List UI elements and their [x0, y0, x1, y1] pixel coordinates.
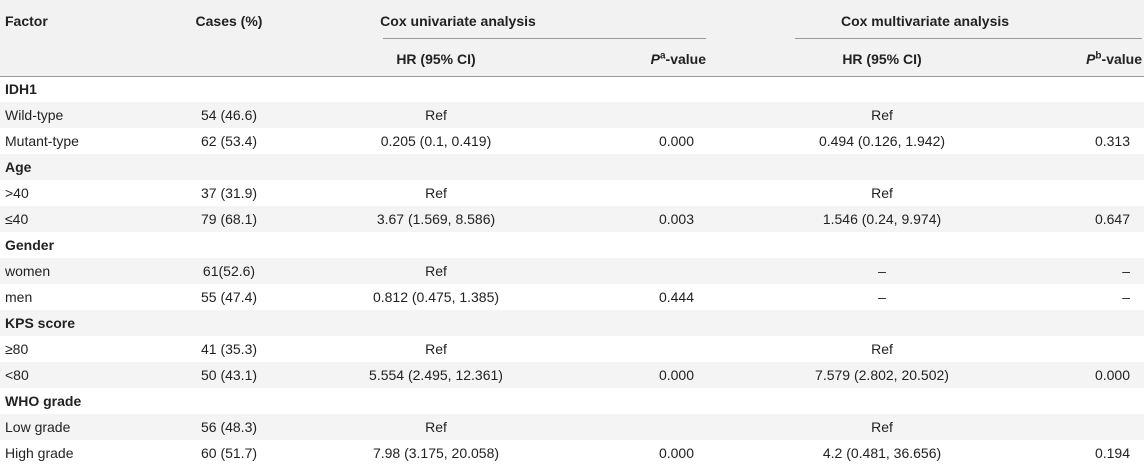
univariate-header-rule: [383, 38, 706, 39]
cell-cases: 50 (43.1): [200, 367, 258, 383]
cell-factor: Mutant-type: [5, 133, 79, 149]
cell-multi-hr: 4.2 (0.481, 36.656): [822, 445, 942, 461]
cell-uni-hr: 0.812 (0.475, 1.385): [372, 289, 500, 305]
table-row: [0, 180, 1144, 206]
cell-cases: 79 (68.1): [200, 211, 258, 227]
cell-uni-hr: Ref: [425, 341, 447, 357]
cell-multi-hr: Ref: [871, 185, 893, 201]
cell-multi-p: 0.313: [1094, 133, 1130, 149]
group-row: [0, 76, 1144, 102]
cell-cases: 37 (31.9): [200, 185, 258, 201]
cell-cases: 60 (51.7): [200, 445, 258, 461]
table-row: [0, 206, 1144, 232]
group-label: Gender: [5, 237, 55, 253]
cell-multi-hr: Ref: [871, 107, 893, 123]
cell-uni-hr: 5.554 (2.495, 12.361): [369, 367, 503, 383]
table-row: [0, 128, 1144, 154]
table-row: [0, 362, 1144, 388]
cell-multi-p: 0.000: [1094, 367, 1130, 383]
table-row: [0, 284, 1144, 310]
header-multivariate: Cox multivariate analysis: [840, 13, 1010, 29]
cell-multi-hr: –: [878, 263, 886, 279]
group-label: Age: [5, 159, 32, 175]
cell-multi-p: 0.647: [1094, 211, 1130, 227]
cell-uni-hr: Ref: [425, 185, 447, 201]
cell-cases: 62 (53.4): [200, 133, 258, 149]
cell-factor: ≤40: [5, 211, 29, 227]
cell-uni-p: 0.003: [658, 211, 694, 227]
cell-uni-p: 0.000: [658, 133, 694, 149]
group-row: [0, 154, 1144, 180]
cell-uni-hr: Ref: [425, 263, 447, 279]
group-label: IDH1: [5, 81, 37, 97]
cell-multi-hr: 1.546 (0.24, 9.974): [822, 211, 942, 227]
cell-cases: 61(52.6): [202, 263, 256, 279]
group-label: WHO grade: [5, 393, 82, 409]
cell-factor: Low grade: [5, 419, 71, 435]
cell-uni-p: 0.000: [658, 445, 694, 461]
group-label: KPS score: [5, 315, 76, 331]
cell-multi-p: –: [1122, 289, 1130, 305]
header-multi-p: Pb-value: [1086, 50, 1142, 67]
cell-multi-hr: 0.494 (0.126, 1.942): [818, 133, 946, 149]
cell-uni-hr: Ref: [425, 419, 447, 435]
cell-uni-hr: 3.67 (1.569, 8.586): [376, 211, 496, 227]
cell-multi-hr: Ref: [871, 419, 893, 435]
cell-factor: High grade: [5, 445, 74, 461]
table-row: [0, 102, 1144, 128]
cell-factor: Wild-type: [5, 107, 64, 123]
header-univariate: Cox univariate analysis: [380, 13, 536, 29]
cell-uni-hr: 0.205 (0.1, 0.419): [380, 133, 492, 149]
header-cases: Cases (%): [195, 13, 263, 29]
group-row: [0, 388, 1144, 414]
table-row: [0, 414, 1144, 440]
header-multi-hr: HR (95% CI): [842, 51, 922, 67]
cell-uni-p: 0.000: [658, 367, 694, 383]
cell-factor: women: [5, 263, 51, 279]
cell-factor: <80: [5, 367, 29, 383]
header-bottom-rule: [0, 76, 1144, 77]
cell-factor: men: [5, 289, 33, 305]
cell-cases: 54 (46.6): [200, 107, 258, 123]
header-uni-hr: HR (95% CI): [396, 51, 476, 67]
cell-uni-hr: Ref: [425, 107, 447, 123]
cell-cases: 56 (48.3): [200, 419, 258, 435]
table-row: [0, 258, 1144, 284]
header-uni-p: Pa-value: [650, 50, 706, 67]
cell-factor: ≥80: [5, 341, 29, 357]
cell-factor: >40: [5, 185, 29, 201]
cell-multi-hr: 7.579 (2.802, 20.502): [815, 367, 949, 383]
cell-multi-hr: –: [878, 289, 886, 305]
cell-multi-hr: Ref: [871, 341, 893, 357]
cell-multi-p: 0.194: [1094, 445, 1130, 461]
table-row: [0, 336, 1144, 362]
cell-cases: 55 (47.4): [200, 289, 258, 305]
multivariate-header-rule: [795, 38, 1142, 39]
cell-uni-p: 0.444: [658, 289, 694, 305]
header-factor: Factor: [5, 13, 48, 29]
cell-uni-hr: 7.98 (3.175, 20.058): [372, 445, 500, 461]
group-row: [0, 232, 1144, 258]
cell-multi-p: –: [1122, 263, 1130, 279]
table-row: [0, 440, 1144, 466]
group-row: [0, 310, 1144, 336]
cell-cases: 41 (35.3): [200, 341, 258, 357]
